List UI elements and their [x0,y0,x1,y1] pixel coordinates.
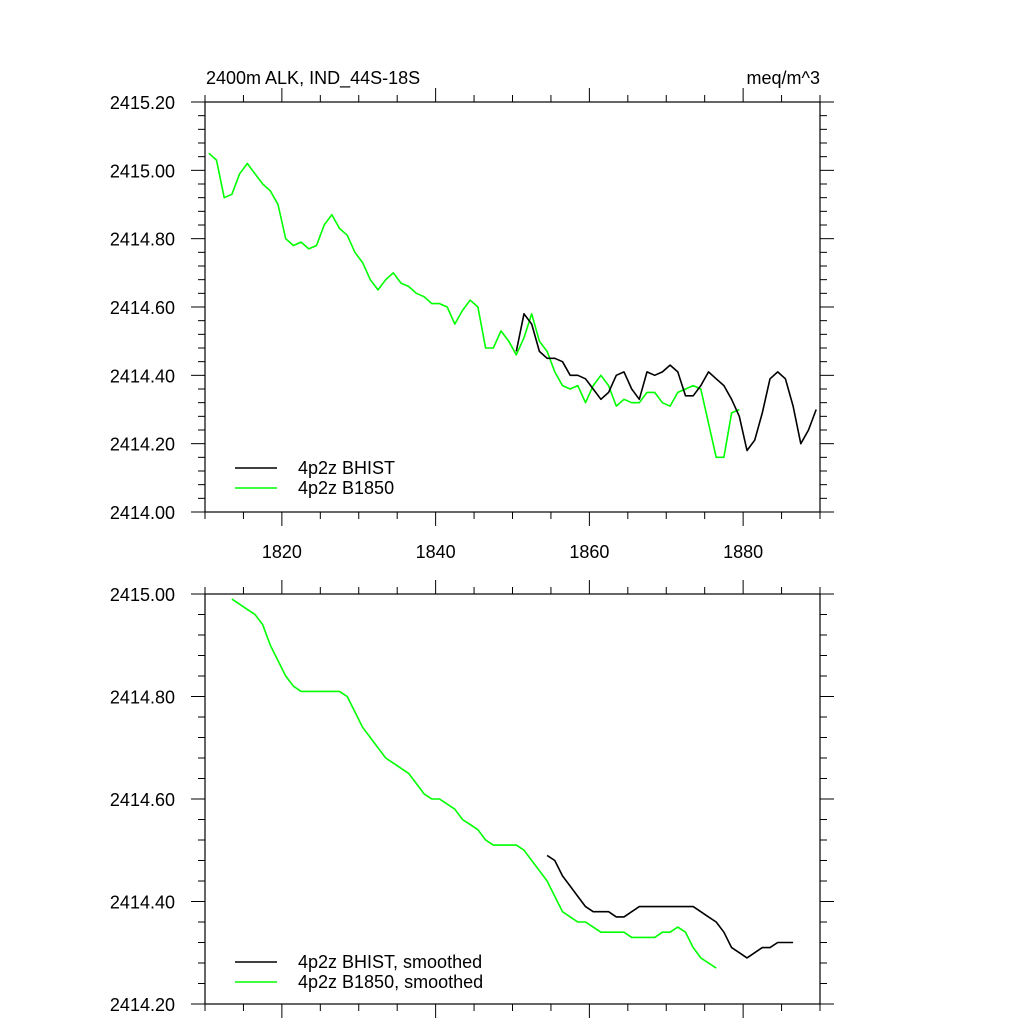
y-tick-label: 2414.20 [110,435,175,455]
x-tick-label: 1860 [569,542,609,562]
chart-units: meq/m^3 [747,68,820,88]
top-panel-series [208,152,817,459]
top-panel-frame [204,101,821,513]
legend-label: 4p2z B1850 [298,478,394,498]
legend-label: 4p2z BHIST, smoothed [298,952,482,972]
y-tick-label: 2414.60 [110,298,175,318]
y-tick-label: 2415.20 [110,93,175,113]
legend-label: 4p2z B1850, smoothed [298,972,483,992]
y-tick-label: 2415.00 [110,585,175,605]
x-tick-label: 1820 [262,542,302,562]
top-panel: 2400m ALK, IND_44S-18S meq/m^3 1820 1840 1… [110,68,834,562]
y-tick-label: 2414.40 [110,366,175,386]
y-tick-label: 2414.60 [110,790,175,810]
y-tick-label: 2414.40 [110,893,175,913]
series-line-0 [515,312,817,452]
chart-title: 2400m ALK, IND_44S-18S [206,68,420,89]
y-tick-label: 2414.80 [110,688,175,708]
y-tick-label: 2414.00 [110,503,175,523]
bottom-panel: 2414.20 2414.40 2414.60 2414.80 2415.00 4p2z… [110,580,834,1018]
x-tick-label: 1840 [416,542,456,562]
series-line-1 [208,152,740,459]
bottom-panel-axes: 2414.20 2414.40 2414.60 2414.80 2415.00 [110,580,834,1018]
x-tick-label: 1880 [723,542,763,562]
y-tick-label: 2414.20 [110,995,175,1015]
top-panel-axes: 1820 1840 1860 1880 2414.00 2414.20 2414.40 241… [110,88,834,562]
y-tick-label: 2415.00 [110,161,175,181]
series-line-1 [231,598,717,969]
series-line-0 [546,854,794,959]
legend-label: 4p2z BHIST [298,458,395,478]
y-tick-label: 2414.80 [110,230,175,250]
bottom-panel-frame [204,593,821,1005]
bottom-panel-series [231,598,794,969]
